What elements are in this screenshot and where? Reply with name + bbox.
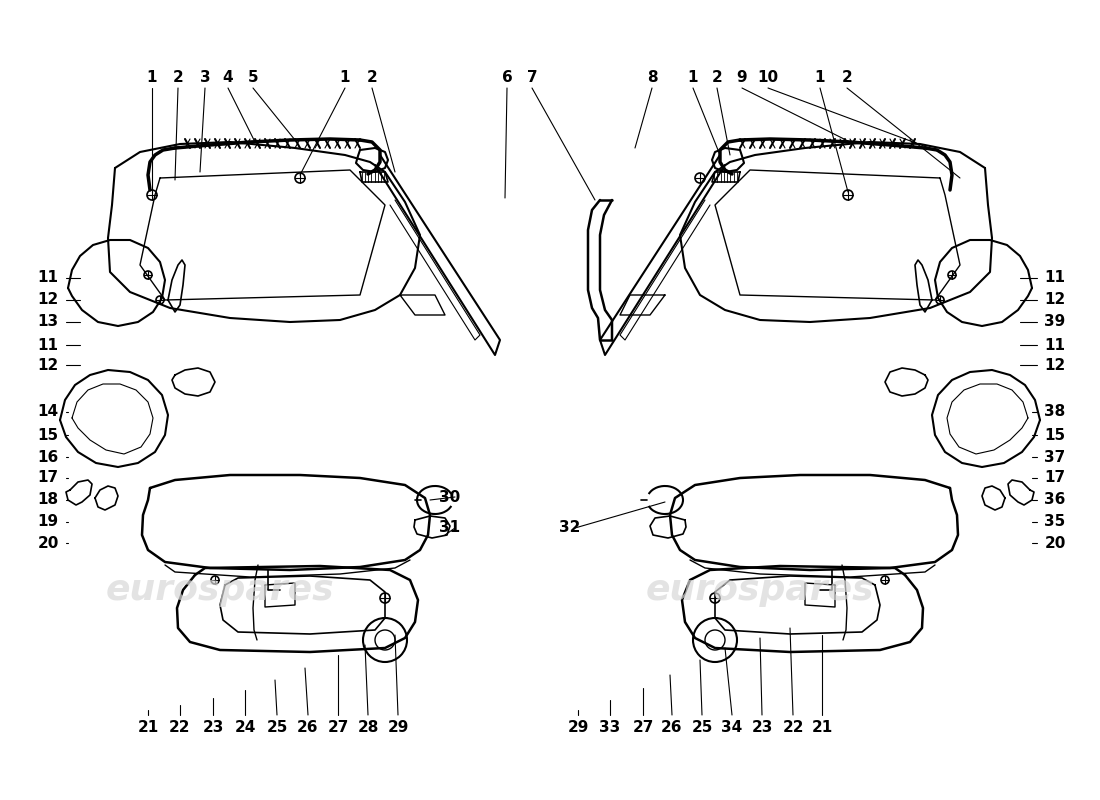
Text: 18: 18 (37, 493, 58, 507)
Text: 9: 9 (737, 70, 747, 86)
Text: 2: 2 (173, 70, 184, 86)
Text: 12: 12 (37, 293, 58, 307)
Text: 17: 17 (37, 470, 58, 486)
Text: 20: 20 (1044, 535, 1066, 550)
Text: 1: 1 (340, 70, 350, 86)
Text: 39: 39 (1044, 314, 1066, 330)
Text: 1: 1 (815, 70, 825, 86)
Text: 1: 1 (688, 70, 698, 86)
Text: 11: 11 (1045, 270, 1066, 286)
Text: 23: 23 (751, 719, 772, 734)
Text: 12: 12 (37, 358, 58, 373)
Text: 28: 28 (358, 719, 378, 734)
Text: 22: 22 (169, 719, 190, 734)
Text: 23: 23 (202, 719, 223, 734)
Text: 3: 3 (200, 70, 210, 86)
Text: 17: 17 (1044, 470, 1066, 486)
Text: 35: 35 (1044, 514, 1066, 530)
Text: 6: 6 (502, 70, 513, 86)
Text: 11: 11 (1045, 338, 1066, 353)
Text: 1: 1 (146, 70, 157, 86)
Text: 11: 11 (37, 338, 58, 353)
Text: 25: 25 (266, 719, 288, 734)
Text: 10: 10 (758, 70, 779, 86)
Text: 2: 2 (366, 70, 377, 86)
Text: 16: 16 (37, 450, 58, 465)
Text: 20: 20 (37, 535, 58, 550)
Text: 27: 27 (632, 719, 653, 734)
Text: 24: 24 (234, 719, 255, 734)
Text: 2: 2 (842, 70, 852, 86)
Text: 15: 15 (1044, 427, 1066, 442)
Text: 27: 27 (328, 719, 349, 734)
Text: 26: 26 (661, 719, 683, 734)
Text: 34: 34 (722, 719, 742, 734)
Text: 19: 19 (37, 514, 58, 530)
Text: 21: 21 (138, 719, 158, 734)
Text: 2: 2 (712, 70, 723, 86)
Text: 21: 21 (812, 719, 833, 734)
Text: 22: 22 (782, 719, 804, 734)
Text: 12: 12 (1044, 358, 1066, 373)
Text: 7: 7 (527, 70, 537, 86)
Text: 36: 36 (1044, 493, 1066, 507)
Text: 30: 30 (439, 490, 461, 505)
Text: 14: 14 (37, 405, 58, 419)
Text: 13: 13 (37, 314, 58, 330)
Text: 4: 4 (222, 70, 233, 86)
Text: 38: 38 (1044, 405, 1066, 419)
Text: 26: 26 (297, 719, 319, 734)
Text: 37: 37 (1044, 450, 1066, 465)
Text: 5: 5 (248, 70, 258, 86)
Text: eurospares: eurospares (646, 573, 874, 607)
Text: 15: 15 (37, 427, 58, 442)
Text: 12: 12 (1044, 293, 1066, 307)
Text: 32: 32 (559, 521, 581, 535)
Text: 31: 31 (439, 521, 461, 535)
Text: 29: 29 (387, 719, 409, 734)
Text: 11: 11 (37, 270, 58, 286)
Text: 8: 8 (647, 70, 658, 86)
Text: 29: 29 (568, 719, 588, 734)
Text: 33: 33 (600, 719, 620, 734)
Text: 25: 25 (691, 719, 713, 734)
Text: eurospares: eurospares (106, 573, 334, 607)
